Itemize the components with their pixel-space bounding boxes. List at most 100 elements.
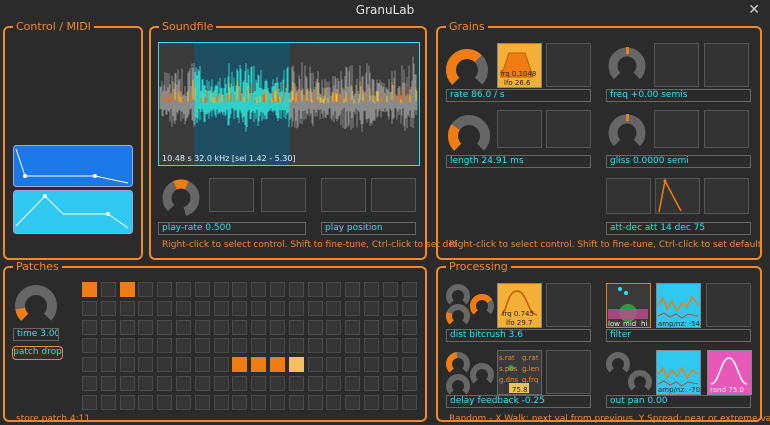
patch-cell[interactable]: [326, 357, 342, 373]
patch-cell[interactable]: [345, 376, 361, 391]
patch-cell[interactable]: [194, 338, 210, 354]
patch-cell[interactable]: [345, 282, 361, 297]
patch-cell[interactable]: [326, 319, 342, 335]
patch-cell[interactable]: [119, 338, 135, 354]
rate-lfo-display[interactable]: [497, 43, 542, 88]
patch-cell[interactable]: [288, 376, 304, 391]
patch-cell[interactable]: [401, 357, 417, 373]
gliss-knob[interactable]: [606, 112, 648, 154]
patch-cell[interactable]: [307, 357, 323, 373]
patch-cell[interactable]: [138, 376, 154, 391]
patch-cell[interactable]: [401, 319, 417, 335]
patch-cell[interactable]: [270, 282, 285, 297]
envelope-editor-1[interactable]: [13, 145, 133, 187]
patch-cell[interactable]: [326, 282, 342, 297]
patch-cell[interactable]: [82, 282, 97, 297]
patch-cell[interactable]: [326, 394, 342, 410]
soundfile-slot-3[interactable]: [321, 178, 366, 212]
patch-cell[interactable]: [82, 376, 97, 391]
close-icon[interactable]: ✕: [748, 2, 760, 18]
patch-cell[interactable]: [364, 282, 379, 297]
patch-cell[interactable]: [213, 357, 229, 373]
grains-slot-4[interactable]: [497, 110, 542, 148]
patch-cell[interactable]: [119, 300, 135, 316]
patch-cell[interactable]: [232, 282, 248, 297]
patch-cell[interactable]: [157, 300, 173, 316]
patch-cell[interactable]: [194, 282, 210, 297]
patch-cell[interactable]: [382, 357, 398, 373]
patch-cell[interactable]: [213, 338, 229, 354]
patch-cell[interactable]: [232, 319, 248, 335]
patch-cell[interactable]: [288, 300, 304, 316]
patch-cell[interactable]: [157, 282, 173, 297]
soundfile-slot-2[interactable]: [261, 178, 306, 212]
patch-drop-button[interactable]: patch drop: [12, 346, 63, 360]
patch-cell[interactable]: [401, 300, 417, 316]
patch-cell[interactable]: [176, 376, 191, 391]
amp-noise-display-2[interactable]: [656, 350, 701, 395]
dist-knob-1[interactable]: [444, 282, 472, 310]
patch-cell[interactable]: [382, 300, 398, 316]
soundfile-slot-1[interactable]: [209, 178, 254, 212]
rand-display[interactable]: [707, 350, 752, 395]
patch-cell[interactable]: [100, 300, 116, 316]
patch-cell[interactable]: [194, 357, 210, 373]
patch-cell[interactable]: [138, 282, 154, 297]
grains-slot-8[interactable]: [606, 178, 651, 214]
patch-cell[interactable]: [157, 319, 173, 335]
patch-cell[interactable]: [401, 282, 417, 297]
patch-cell[interactable]: [232, 357, 248, 373]
patch-cell[interactable]: [213, 282, 229, 297]
patch-cell[interactable]: [194, 376, 210, 391]
patch-cell[interactable]: [288, 357, 304, 373]
patch-cell[interactable]: [213, 319, 229, 335]
delay-knob-1[interactable]: [444, 350, 472, 378]
processing-slot-3[interactable]: [546, 350, 591, 394]
patch-cell[interactable]: [401, 338, 417, 354]
att-dec-display[interactable]: [655, 178, 700, 214]
dist-knob-2[interactable]: [444, 302, 472, 330]
patch-cell[interactable]: [100, 357, 116, 373]
time-knob[interactable]: [13, 283, 59, 329]
patch-cell[interactable]: [176, 394, 191, 410]
patch-cell[interactable]: [119, 319, 135, 335]
patch-cell[interactable]: [213, 376, 229, 391]
patch-cell[interactable]: [157, 338, 173, 354]
patch-cell[interactable]: [326, 338, 342, 354]
grains-slot-2[interactable]: [654, 43, 699, 87]
patch-cell[interactable]: [232, 338, 248, 354]
patch-cell[interactable]: [364, 338, 379, 354]
patch-cell[interactable]: [345, 319, 361, 335]
patch-cell[interactable]: [100, 394, 116, 410]
patch-cell[interactable]: [138, 394, 154, 410]
patch-cell[interactable]: [307, 338, 323, 354]
patch-cell[interactable]: [82, 319, 97, 335]
processing-slot-1[interactable]: [546, 283, 591, 327]
patch-cell[interactable]: [213, 394, 229, 410]
patch-cell[interactable]: [326, 376, 342, 391]
patch-cell[interactable]: [364, 319, 379, 335]
patch-cell[interactable]: [307, 300, 323, 316]
patch-cell[interactable]: [382, 282, 398, 297]
patch-cell[interactable]: [270, 394, 285, 410]
patch-cell[interactable]: [138, 300, 154, 316]
patch-cell[interactable]: [138, 319, 154, 335]
patch-cell[interactable]: [364, 376, 379, 391]
delay-matrix-display[interactable]: [497, 350, 542, 395]
patch-cell[interactable]: [194, 319, 210, 335]
patch-cell[interactable]: [251, 300, 267, 316]
patch-cell[interactable]: [307, 394, 323, 410]
freq-knob[interactable]: [606, 45, 648, 87]
patch-cell[interactable]: [100, 319, 116, 335]
delay-knob-2[interactable]: [444, 372, 472, 400]
patch-cell[interactable]: [119, 376, 135, 391]
patch-cell[interactable]: [345, 357, 361, 373]
patch-cell[interactable]: [82, 338, 97, 354]
patch-cell[interactable]: [100, 376, 116, 391]
patch-cell[interactable]: [232, 376, 248, 391]
patch-cell[interactable]: [100, 338, 116, 354]
patch-cell[interactable]: [82, 394, 97, 410]
patch-cell[interactable]: [288, 394, 304, 410]
grains-slot-6[interactable]: [654, 110, 699, 148]
patch-cell[interactable]: [345, 300, 361, 316]
